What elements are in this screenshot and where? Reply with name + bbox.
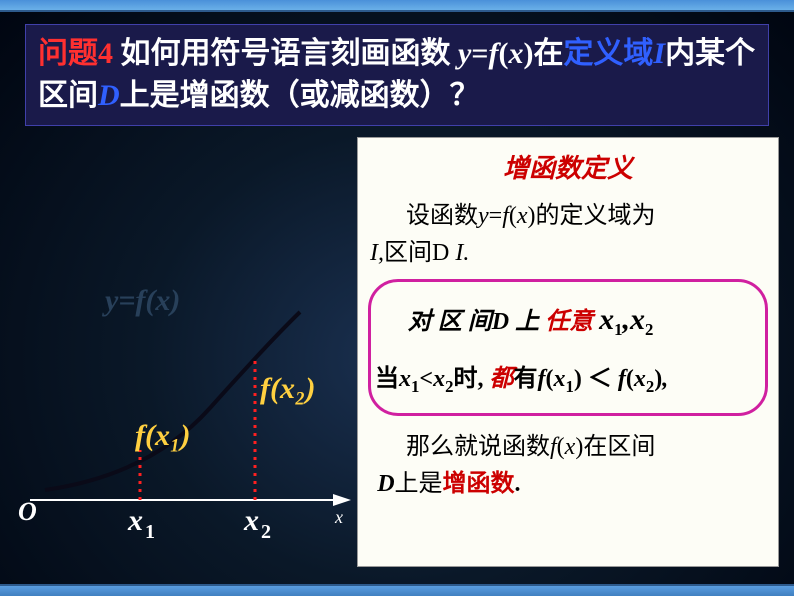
x1-label: x (127, 504, 143, 537)
def-box-x2x: x (630, 303, 645, 336)
def-l4-a: 那么就说函数 (406, 434, 550, 460)
definition-title: 增函数定义 (370, 148, 766, 185)
def-l4-f: f (550, 434, 557, 460)
q-formula-pc: ) (523, 37, 533, 70)
def-l2-dot: . (463, 240, 469, 266)
x2-label: x (243, 504, 259, 537)
def-f2-po: ( (626, 366, 634, 392)
def-f1-pc: ) (574, 366, 582, 392)
def-l1-x: x (517, 203, 528, 229)
def-l4-po: ( (557, 434, 565, 460)
question-text-2: 在 (533, 37, 563, 70)
def-bw-dou: 都 (489, 366, 513, 392)
fx1-label: f(x₁) (135, 419, 190, 452)
def-box-a: 对 区 间D 上 (408, 309, 539, 335)
def-box-x2s: 2 (645, 319, 653, 338)
window-bottom-bar (0, 584, 794, 596)
question-text-6: 上是增函数（或减函数）？ (120, 79, 480, 112)
q-D: D (98, 79, 120, 112)
question-text-1: 如何用符号语言刻画函数 (113, 37, 458, 70)
def-bw-b: 时, (453, 366, 489, 392)
question-label: 问题4 (38, 37, 113, 70)
def-l5-dot: . (515, 471, 521, 497)
def-box-end: , (662, 366, 668, 392)
origin-label: O (18, 497, 37, 526)
def-f2-f: f (618, 366, 626, 392)
def-box-x1s: 1 (614, 319, 622, 338)
def-l5-D: D (377, 471, 394, 497)
def-bw-lt1: < (419, 366, 433, 392)
x1-sub: 1 (145, 521, 155, 543)
def-f2-s: 2 (646, 376, 654, 395)
def-box-line1: 对 区 间D 上 任意 x1,x2 (379, 294, 757, 345)
definition-core-box: 对 区 间D 上 任意 x1,x2 当x1<x2时, 都有f(x1) ＜ f(x… (368, 279, 768, 416)
graph-area: O x y=f(x) x 1 x 2 f(x₁) f(x₂) (10, 250, 360, 570)
def-l2-a: 区间D (384, 240, 455, 266)
function-graph-svg: O x y=f(x) x 1 x 2 f(x₁) f(x₂) (10, 250, 360, 570)
def-l1-pc: ) (528, 203, 536, 229)
def-l1-a: 设函数 (406, 203, 478, 229)
definition-box: 增函数定义 设函数y=f(x)的定义域为 I,区间D I. 对 区 间D 上 任… (357, 137, 779, 567)
def-line-4: 那么就说函数f(x)在区间 (370, 430, 766, 465)
def-f1-s: 1 (565, 376, 573, 395)
q-I: I (653, 37, 665, 70)
def-l5-a: 上是 (395, 471, 443, 497)
def-l1-y: y (478, 203, 489, 229)
def-box-comma: , (623, 303, 631, 336)
def-bw-x1x: x (399, 366, 411, 392)
window-top-bar (0, 0, 794, 12)
curve-label: y=f(x) (102, 284, 180, 317)
def-box-renyi: 任意 (539, 309, 599, 335)
x-axis-label: x (334, 507, 343, 527)
def-f2-x: x (634, 366, 646, 392)
def-line-1: 设函数y=f(x)的定义域为 (370, 199, 766, 234)
def-bw-you: 有 (513, 366, 537, 392)
q-domain-word: 定义域 (563, 37, 653, 70)
def-lt2: ＜ (582, 366, 618, 392)
def-box-x1x: x (599, 303, 614, 336)
q-formula-f: f (488, 37, 498, 70)
def-l2-I: I (370, 240, 378, 266)
q-formula-y: y (458, 37, 471, 70)
def-bw-a: 当 (375, 366, 399, 392)
def-l1-b: 的定义域为 (536, 203, 656, 229)
q-formula-x: x (508, 37, 523, 70)
def-f1-x: x (553, 366, 565, 392)
q-formula-po: ( (498, 37, 508, 70)
fx2-label: f(x₂) (260, 372, 315, 405)
def-l4-x: x (565, 434, 576, 460)
def-l1-f: f (502, 203, 509, 229)
def-box-line2: 当x1<x2时, 都有f(x1) ＜ f(x2), (375, 359, 757, 401)
q-formula-eq: = (471, 37, 488, 70)
x2-sub: 2 (261, 521, 271, 543)
def-l4-b: 在区间 (583, 434, 655, 460)
def-l5-inc: 增函数 (443, 471, 515, 497)
def-line-2: I,区间D I. (370, 236, 766, 271)
def-bw-x2x: x (433, 366, 445, 392)
def-l1-po: ( (509, 203, 517, 229)
question-box: 问题4 如何用符号语言刻画函数 y=f(x)在定义域I内某个区间D上是增函数（或… (25, 24, 769, 126)
def-line-5: D上是增函数. (370, 467, 766, 502)
def-l1-eq: = (489, 203, 503, 229)
